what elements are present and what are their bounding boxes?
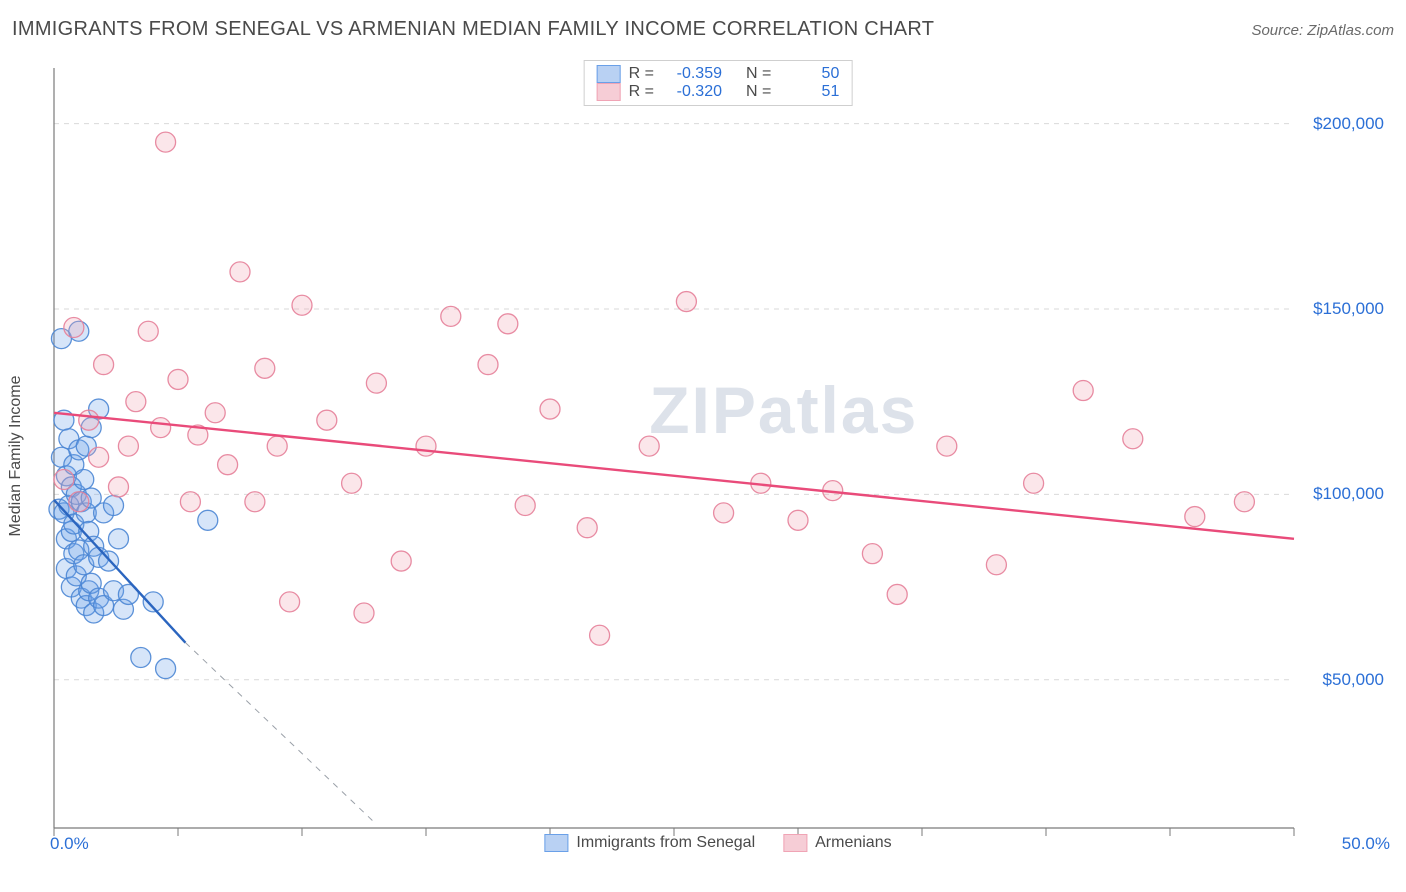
data-point xyxy=(416,436,436,456)
data-point xyxy=(156,132,176,152)
data-point xyxy=(108,529,128,549)
data-point xyxy=(74,470,94,490)
data-point xyxy=(1123,429,1143,449)
data-point xyxy=(1234,492,1254,512)
data-point xyxy=(1024,473,1044,493)
n-label: N = xyxy=(746,65,771,83)
data-point xyxy=(676,292,696,312)
data-point xyxy=(79,410,99,430)
data-point xyxy=(255,358,275,378)
data-point xyxy=(441,306,461,326)
y-tick-label: $150,000 xyxy=(1313,299,1384,319)
x-axis-max-label: 50.0% xyxy=(1342,834,1390,854)
n-value: 51 xyxy=(785,83,839,101)
data-point xyxy=(64,318,84,338)
data-point xyxy=(69,492,89,512)
data-point xyxy=(366,373,386,393)
legend-row: R = -0.320 N = 51 xyxy=(597,83,840,101)
page-title: IMMIGRANTS FROM SENEGAL VS ARMENIAN MEDI… xyxy=(12,18,934,41)
n-label: N = xyxy=(746,83,771,101)
data-point xyxy=(498,314,518,334)
data-point xyxy=(151,418,171,438)
y-tick-label: $100,000 xyxy=(1313,484,1384,504)
data-point xyxy=(590,625,610,645)
data-point xyxy=(391,551,411,571)
legend-swatch xyxy=(544,834,568,852)
data-point xyxy=(1185,507,1205,527)
data-point xyxy=(205,403,225,423)
legend-item: Armenians xyxy=(783,834,891,852)
chart-container: Median Family Income $50,000$100,000$150… xyxy=(46,60,1390,852)
data-point xyxy=(540,399,560,419)
data-point xyxy=(292,295,312,315)
data-point xyxy=(515,495,535,515)
data-point xyxy=(126,392,146,412)
data-point xyxy=(267,436,287,456)
data-point xyxy=(104,495,124,515)
data-point xyxy=(280,592,300,612)
r-value: -0.359 xyxy=(668,65,722,83)
x-axis-min-label: 0.0% xyxy=(50,834,89,854)
data-point xyxy=(118,436,138,456)
y-tick-label: $200,000 xyxy=(1313,114,1384,134)
data-point xyxy=(317,410,337,430)
data-point xyxy=(887,584,907,604)
source-attribution: Source: ZipAtlas.com xyxy=(1251,22,1394,39)
data-point xyxy=(131,647,151,667)
data-point xyxy=(218,455,238,475)
data-point xyxy=(788,510,808,530)
correlation-legend: R = -0.359 N = 50 R = -0.320 N = 51 xyxy=(584,60,853,106)
data-point xyxy=(862,544,882,564)
data-point xyxy=(354,603,374,623)
data-point xyxy=(156,659,176,679)
legend-swatch xyxy=(597,65,621,83)
data-point xyxy=(986,555,1006,575)
r-value: -0.320 xyxy=(668,83,722,101)
data-point xyxy=(89,447,109,467)
data-point xyxy=(198,510,218,530)
legend-swatch xyxy=(597,83,621,101)
data-point xyxy=(714,503,734,523)
data-point xyxy=(577,518,597,538)
data-point xyxy=(342,473,362,493)
data-point xyxy=(54,470,74,490)
data-point xyxy=(180,492,200,512)
y-axis-label: Median Family Income xyxy=(7,376,25,537)
data-point xyxy=(1073,381,1093,401)
data-point xyxy=(937,436,957,456)
legend-item: Immigrants from Senegal xyxy=(544,834,755,852)
r-label: R = xyxy=(629,65,654,83)
data-point xyxy=(230,262,250,282)
data-point xyxy=(478,355,498,375)
scatter-plot xyxy=(46,60,1390,852)
data-point xyxy=(168,369,188,389)
n-value: 50 xyxy=(785,65,839,83)
data-point xyxy=(245,492,265,512)
data-point xyxy=(138,321,158,341)
legend-label: Armenians xyxy=(815,834,891,852)
data-point xyxy=(94,355,114,375)
legend-row: R = -0.359 N = 50 xyxy=(597,65,840,83)
trend-extrapolation xyxy=(185,643,376,825)
r-label: R = xyxy=(629,83,654,101)
y-tick-label: $50,000 xyxy=(1323,670,1384,690)
trend-line xyxy=(54,413,1294,539)
legend-swatch xyxy=(783,834,807,852)
legend-label: Immigrants from Senegal xyxy=(576,834,755,852)
data-point xyxy=(639,436,659,456)
data-point xyxy=(108,477,128,497)
series-legend: Immigrants from Senegal Armenians xyxy=(544,834,891,852)
